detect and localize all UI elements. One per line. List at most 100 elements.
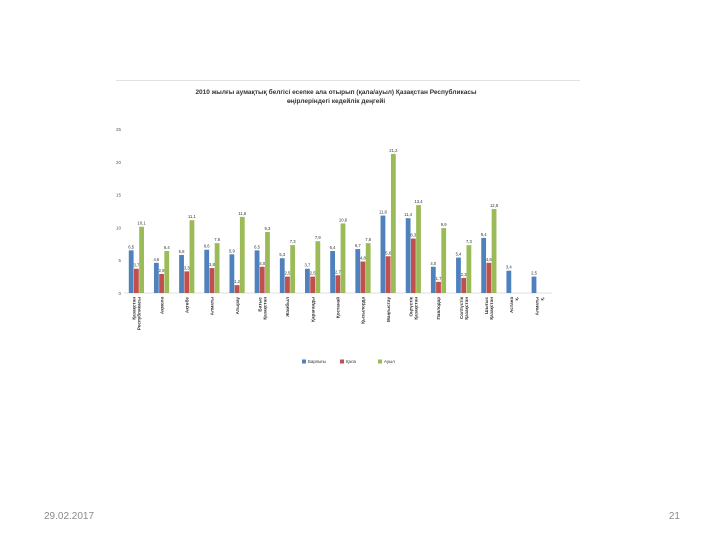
legend-entry: Барлығы <box>308 359 326 364</box>
x-tick-label: Республикасы <box>136 297 142 330</box>
bar <box>153 262 159 293</box>
legend-swatch <box>378 359 382 364</box>
data-label: 10,1 <box>138 221 147 226</box>
bar <box>159 273 164 293</box>
legend-swatch <box>302 359 306 364</box>
legend-swatch <box>340 359 344 364</box>
x-tick-label: Оңтүстік <box>409 296 414 316</box>
data-label: 5,3 <box>279 252 285 257</box>
data-label: 6,7 <box>355 243 361 248</box>
x-tick-label: Атырау <box>235 297 240 315</box>
bar <box>259 266 265 293</box>
data-label: 2,7 <box>335 269 341 274</box>
bar <box>491 209 497 293</box>
bar <box>416 205 421 293</box>
x-tick-label: қ. <box>539 297 544 301</box>
bar <box>335 275 341 293</box>
y-tick-label: 0 <box>118 291 121 296</box>
data-label: 11,6 <box>238 211 247 216</box>
bar <box>315 241 321 293</box>
bar <box>239 216 245 293</box>
data-label: 9,9 <box>441 222 447 227</box>
data-label: 5,4 <box>456 252 462 257</box>
data-label: 9,3 <box>265 226 271 231</box>
data-label: 6,5 <box>254 244 260 249</box>
x-tick-label: қ. <box>514 297 519 301</box>
data-label: 1,2 <box>234 279 240 284</box>
data-label: 5,9 <box>229 248 235 253</box>
data-label: 3,4 <box>506 265 512 270</box>
data-label: 3,7 <box>305 263 311 268</box>
data-label: 11,8 <box>379 210 388 215</box>
x-tick-label: Ақтөбе <box>183 297 189 314</box>
bar <box>179 254 184 293</box>
data-label: 2,5 <box>531 271 537 276</box>
x-tick-label: Павлодар <box>436 297 441 320</box>
slide-date: 29.02.2017 <box>44 511 95 522</box>
bar <box>234 285 240 293</box>
data-label: 3,3 <box>184 265 190 270</box>
x-tick-label: Алматы <box>534 297 539 315</box>
x-axis-labels: Қазақстан Республикасы Ақмола Ақтөбе Алматы А… <box>132 296 545 330</box>
y-tick-label: 10 <box>116 225 121 230</box>
bar <box>360 261 366 293</box>
bar <box>265 231 270 293</box>
x-tick-label: Қарағанды <box>310 297 315 322</box>
bar <box>290 245 296 293</box>
chart-frame: 2010 жылғы аумақтық белгісі есепке ала о… <box>116 80 580 369</box>
bar <box>189 220 195 293</box>
bar <box>340 223 346 293</box>
bar <box>229 254 235 293</box>
bar <box>405 218 411 293</box>
x-tick-label: Қазақстан <box>464 297 469 320</box>
data-label: 2,3 <box>461 272 467 277</box>
data-label: 11,4 <box>404 212 413 217</box>
data-label: 12,8 <box>490 203 499 208</box>
x-tick-label: Қазақстан <box>414 297 419 320</box>
bar <box>486 262 492 293</box>
x-tick-label: Қостанай <box>335 297 341 318</box>
bar <box>436 281 441 293</box>
legend-entry: Қала <box>346 359 357 364</box>
data-label: 7,3 <box>290 239 296 244</box>
data-label: 7,6 <box>214 237 220 242</box>
data-label: 5,6 <box>385 250 391 255</box>
x-tick-label: Қазақстан <box>132 297 137 320</box>
bar <box>214 243 220 293</box>
bar <box>441 228 447 293</box>
bar <box>456 257 461 293</box>
bar <box>330 251 335 293</box>
bar <box>506 270 512 293</box>
chart-title-line-2: өңірлеріндегі кедейлік деңгейі <box>287 97 386 105</box>
y-tick-label: 5 <box>118 258 121 263</box>
data-label: 2,5 <box>285 271 291 276</box>
x-tick-label: Қазақстан <box>262 297 267 320</box>
data-label: 10,6 <box>339 217 348 222</box>
x-tick-label: Астана <box>509 297 514 313</box>
data-label: 7,3 <box>466 239 472 244</box>
data-label: 13,4 <box>414 199 423 204</box>
data-label: 4,8 <box>360 256 366 261</box>
data-label: 3,8 <box>209 262 215 267</box>
bar <box>310 276 316 293</box>
bar <box>128 250 134 293</box>
x-tick-label: Солтүстік <box>459 296 464 319</box>
data-label: 11,1 <box>188 214 197 219</box>
data-label: 5,8 <box>179 249 185 254</box>
bar <box>184 271 190 293</box>
bar <box>164 251 170 293</box>
data-label: 8,3 <box>410 233 416 238</box>
data-label: 2,5 <box>310 271 316 276</box>
bar-chart: 2010 жылғы аумақтық белгісі есепке ала о… <box>116 88 552 364</box>
x-tick-label: Қазақстан <box>489 297 494 320</box>
data-label: 6,4 <box>330 245 336 250</box>
bar <box>139 226 144 293</box>
legend: Барлығы Қала Ауыл <box>302 359 395 364</box>
bar <box>355 249 361 293</box>
bar <box>254 250 260 293</box>
legend-entry: Ауыл <box>384 359 395 364</box>
bar <box>380 215 386 293</box>
bar <box>466 245 472 293</box>
bar <box>133 268 139 293</box>
x-tick-label: Шығыс <box>484 297 489 314</box>
